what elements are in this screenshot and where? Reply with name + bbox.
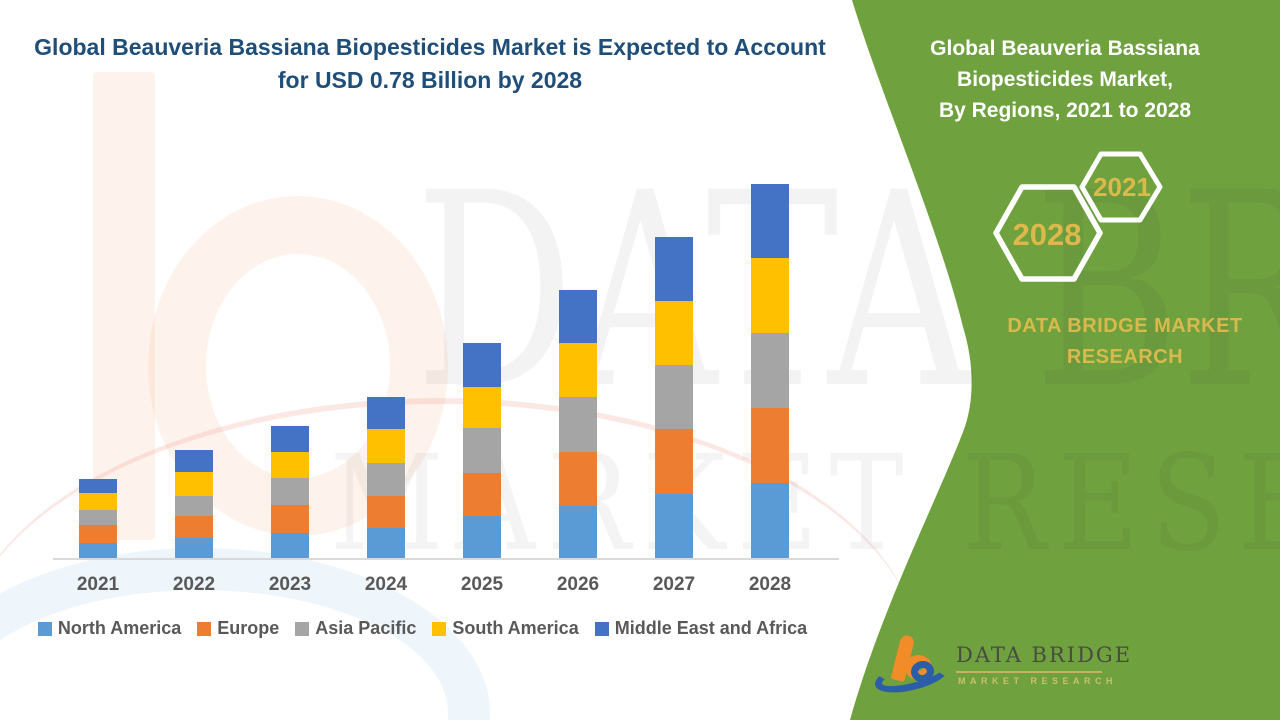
x-axis-label-2028: 2028 xyxy=(748,574,792,595)
legend-swatch-icon xyxy=(295,621,310,636)
bar-segment-europe-2023 xyxy=(271,505,309,534)
panel-title-line2: Biopesticides Market, xyxy=(957,68,1173,91)
panel-brand-line1: DATA BRIDGE MARKET xyxy=(1007,315,1243,337)
x-axis-label-2024: 2024 xyxy=(364,574,408,595)
bar-segment-south-america-2024 xyxy=(367,429,405,464)
bar-segment-asia-pacific-2024 xyxy=(367,463,405,496)
legend-item-north-america: North America xyxy=(37,618,182,639)
bar-segment-asia-pacific-2026 xyxy=(559,396,597,452)
bar-segment-asia-pacific-2023 xyxy=(271,478,309,506)
bar-segment-europe-2022 xyxy=(175,515,213,538)
x-axis-label-2023: 2023 xyxy=(268,574,312,595)
bar-segment-south-america-2027 xyxy=(655,301,693,366)
legend-label: North America xyxy=(57,618,182,638)
x-axis-label-2025: 2025 xyxy=(460,574,504,595)
hexagon-2028-label: 2028 xyxy=(1013,217,1082,252)
dbmr-logo: DATA BRIDGE MARKET RESEARCH xyxy=(871,633,1270,709)
chart-title-line1: Global Beauveria Bassiana Biopesticides … xyxy=(34,34,826,60)
hexagon-2021-label: 2021 xyxy=(1093,172,1151,202)
bar-segment-asia-pacific-2028 xyxy=(751,333,789,409)
legend-item-middle-east-and-africa: Middle East and Africa xyxy=(594,618,808,639)
legend-swatch-icon xyxy=(594,621,609,636)
legend-label: Asia Pacific xyxy=(315,618,417,638)
bar-segment-north-america-2027 xyxy=(655,494,693,558)
legend-swatch-icon xyxy=(432,621,447,636)
bar-segment-middle-east-and-africa-2026 xyxy=(559,290,597,344)
x-axis-line xyxy=(53,558,839,560)
bar-segment-south-america-2025 xyxy=(463,387,501,429)
x-axis-label-2022: 2022 xyxy=(172,574,216,595)
logo-tagline: MARKET RESEARCH xyxy=(958,676,1118,686)
chart-title: Global Beauveria Bassiana Biopesticides … xyxy=(20,31,840,97)
bar-segment-asia-pacific-2022 xyxy=(175,495,213,516)
bar-segment-asia-pacific-2021 xyxy=(79,510,117,525)
bar-segment-north-america-2024 xyxy=(367,527,405,558)
bar-segment-middle-east-and-africa-2021 xyxy=(79,479,117,494)
bar-segment-north-america-2025 xyxy=(463,515,501,558)
bar-segment-middle-east-and-africa-2028 xyxy=(751,183,789,259)
bar-segment-north-america-2021 xyxy=(79,543,117,558)
bar-segment-europe-2028 xyxy=(751,408,789,484)
bar-segment-north-america-2023 xyxy=(271,533,309,558)
x-axis-label-2026: 2026 xyxy=(556,574,600,595)
legend-label: Europe xyxy=(217,618,280,638)
bar-segment-middle-east-and-africa-2027 xyxy=(655,237,693,302)
legend-item-asia-pacific: Asia Pacific xyxy=(295,618,416,639)
x-axis-label-2021: 2021 xyxy=(76,574,120,595)
panel-title-line1: Global Beauveria Bassiana xyxy=(930,37,1200,60)
bar-segment-europe-2025 xyxy=(463,472,501,516)
bar-segment-south-america-2022 xyxy=(175,471,213,496)
bar-segment-asia-pacific-2025 xyxy=(463,428,501,473)
logo-orange-b-bowl-icon xyxy=(905,655,932,680)
bar-segment-north-america-2028 xyxy=(751,483,789,558)
bar-segment-europe-2027 xyxy=(655,428,693,495)
bar-segment-europe-2026 xyxy=(559,451,597,507)
panel-title: Global Beauveria Bassiana Biopesticides … xyxy=(890,33,1240,126)
hexagon-2028 xyxy=(993,184,1103,282)
green-panel-shape xyxy=(850,0,1280,720)
bar-segment-middle-east-and-africa-2023 xyxy=(271,425,309,453)
legend-item-europe: Europe xyxy=(197,618,279,639)
legend-item-south-america: South America xyxy=(432,618,579,639)
bar-segment-south-america-2021 xyxy=(79,493,117,510)
bar-segment-middle-east-and-africa-2022 xyxy=(175,449,213,472)
bar-segment-asia-pacific-2027 xyxy=(655,365,693,429)
legend-label: Middle East and Africa xyxy=(614,618,808,638)
logo-company-name: DATA BRIDGE xyxy=(956,643,1133,667)
bar-segment-south-america-2023 xyxy=(271,452,309,479)
logo-underline xyxy=(956,671,1102,673)
bar-segment-north-america-2026 xyxy=(559,506,597,558)
legend-swatch-icon xyxy=(37,621,52,636)
chart-legend: North America Europe Asia Pacific South Ame… xyxy=(0,618,845,639)
chart-title-line2: for USD 0.78 Billion by 2028 xyxy=(277,67,583,93)
x-axis-label-2027: 2027 xyxy=(652,574,696,595)
bar-segment-middle-east-and-africa-2024 xyxy=(367,397,405,430)
panel-brand-line2: RESEARCH xyxy=(1066,346,1184,368)
bar-segment-middle-east-and-africa-2025 xyxy=(463,342,501,388)
panel-title-line3: By Regions, 2021 to 2028 xyxy=(938,99,1192,122)
panel-brand-text: DATA BRIDGE MARKET RESEARCH xyxy=(960,311,1280,373)
bar-segment-europe-2024 xyxy=(367,495,405,528)
bar-segment-north-america-2022 xyxy=(175,537,213,558)
legend-swatch-icon xyxy=(197,621,212,636)
bar-segment-south-america-2026 xyxy=(559,343,597,397)
bar-segment-south-america-2028 xyxy=(751,258,789,334)
bar-segment-europe-2021 xyxy=(79,524,117,544)
hexagon-2021 xyxy=(1079,151,1163,223)
legend-label: South America xyxy=(452,618,579,638)
